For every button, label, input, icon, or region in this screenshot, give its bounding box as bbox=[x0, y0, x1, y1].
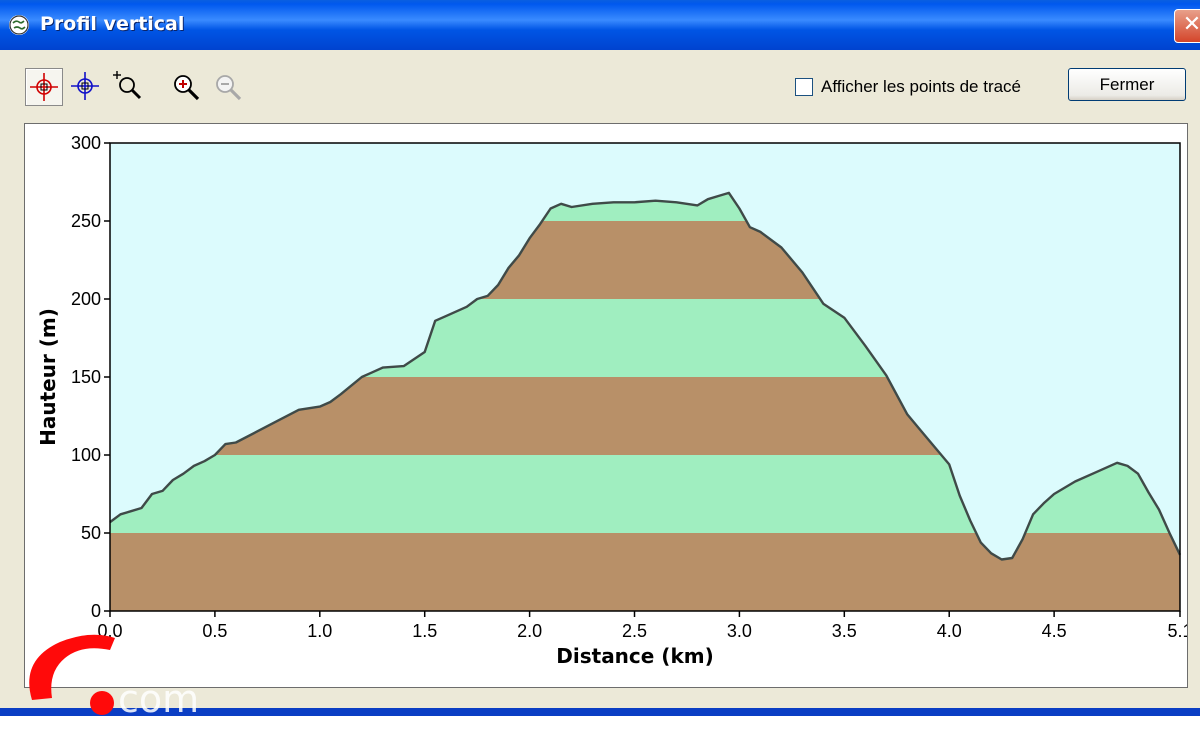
page-bottom bbox=[0, 716, 1200, 739]
show-points-label: Afficher les points de tracé bbox=[821, 77, 1022, 96]
x-tick-label: 5.1 bbox=[1167, 621, 1187, 641]
y-tick-label: 200 bbox=[71, 289, 101, 309]
y-axis-label: Hauteur (m) bbox=[36, 308, 60, 446]
show-points-checkbox[interactable] bbox=[795, 78, 813, 96]
crosshair-red-icon bbox=[30, 73, 58, 101]
crosshair-blue-tool-button[interactable] bbox=[67, 68, 105, 106]
x-tick-label: 3.5 bbox=[832, 621, 857, 641]
close-window-button[interactable]: ✕ bbox=[1174, 9, 1200, 43]
profile-window: Profil vertical ✕ bbox=[0, 0, 1200, 714]
taskbar-strip bbox=[0, 708, 1200, 716]
y-tick-label: 150 bbox=[71, 367, 101, 387]
y-tick-label: 50 bbox=[81, 523, 101, 543]
x-tick-label: 2.0 bbox=[517, 621, 542, 641]
zoom-in-icon bbox=[174, 75, 200, 101]
zoom-out-tool-button[interactable] bbox=[209, 68, 247, 106]
zoom-out-icon bbox=[216, 75, 242, 101]
y-tick-label: 300 bbox=[71, 133, 101, 153]
x-tick-label: 3.0 bbox=[727, 621, 752, 641]
chart-panel: 0 50 100 150 200 250 300 0.0 0.5 1.0 1.5 2.0 2.5 3.0 3… bbox=[24, 123, 1188, 688]
watermark-logo: com bbox=[29, 634, 199, 720]
y-tick-label: 100 bbox=[71, 445, 101, 465]
x-tick-label: 4.0 bbox=[937, 621, 962, 641]
show-points-option[interactable]: Afficher les points de tracé bbox=[795, 75, 1021, 99]
crosshair-red-tool-button[interactable] bbox=[25, 68, 63, 106]
y-tick-label: 250 bbox=[71, 211, 101, 231]
crosshair-blue-icon bbox=[71, 72, 99, 100]
svg-text:com: com bbox=[118, 677, 199, 720]
x-tick-label: 2.5 bbox=[622, 621, 647, 641]
zoom-select-tool-button[interactable] bbox=[109, 68, 147, 106]
title-bar[interactable]: Profil vertical ✕ bbox=[0, 0, 1200, 50]
profile-line bbox=[109, 191, 1182, 561]
close-button[interactable]: Fermer bbox=[1068, 68, 1186, 101]
x-tick-label: 0.5 bbox=[202, 621, 227, 641]
x-tick-label: 4.5 bbox=[1042, 621, 1067, 641]
x-tick-label: 1.5 bbox=[412, 621, 437, 641]
zoom-select-icon bbox=[113, 71, 142, 100]
x-axis-label: Distance (km) bbox=[556, 644, 713, 668]
y-tick-label: 0 bbox=[91, 601, 101, 621]
window-title: Profil vertical bbox=[40, 13, 185, 35]
x-tick-label: 1.0 bbox=[307, 621, 332, 641]
zoom-in-tool-button[interactable] bbox=[167, 68, 205, 106]
globe-icon bbox=[9, 15, 29, 35]
